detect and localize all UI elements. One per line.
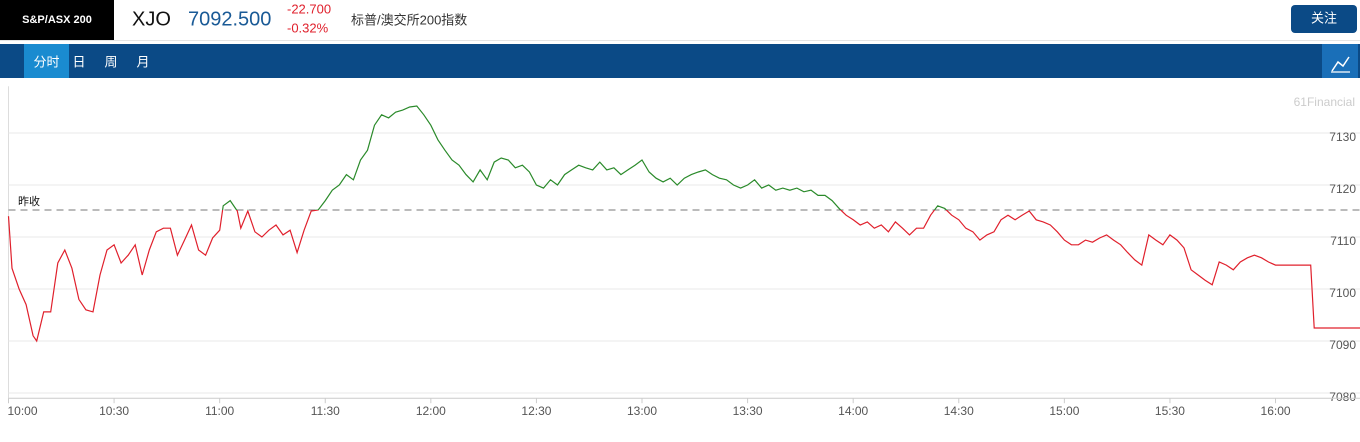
y-tick-label: 7090 (1329, 338, 1356, 352)
x-tick-label: 13:00 (627, 404, 657, 418)
watermark: 61Financial (1294, 95, 1355, 109)
x-tick-label: 15:30 (1155, 404, 1185, 418)
prev-close-label: 昨收 (18, 194, 40, 208)
x-tick-label: 11:30 (311, 404, 340, 418)
tab-bar (0, 44, 1360, 78)
tab[interactable]: 月 (136, 54, 149, 69)
x-tick-label: 13:30 (733, 404, 763, 418)
index-badge (0, 0, 114, 40)
follow-label[interactable]: 关注 (1311, 10, 1337, 25)
x-tick-label: 15:00 (1049, 404, 1079, 418)
symbol: XJO (132, 8, 171, 30)
y-tick-label: 7130 (1329, 130, 1356, 144)
tab[interactable]: 分时 (33, 54, 59, 69)
description: 标普/澳交所200指数 (351, 12, 467, 27)
y-tick-label: 7100 (1329, 286, 1356, 300)
x-tick-label: 14:30 (944, 404, 974, 418)
follow-button[interactable] (1291, 5, 1357, 33)
chart-icon[interactable] (1331, 56, 1350, 72)
x-tick-label: 12:00 (416, 404, 446, 418)
chart-type-button[interactable] (1322, 44, 1358, 78)
change: -22.700 (287, 1, 331, 16)
y-tick-label: 7080 (1329, 390, 1356, 404)
tab[interactable]: 日 (72, 54, 85, 69)
x-tick-label: 14:00 (838, 404, 868, 418)
price: 7092.500 (188, 8, 271, 30)
y-tick-label: 7120 (1329, 182, 1356, 196)
x-tick-label: 10:30 (99, 404, 129, 418)
x-tick-label: 11:00 (205, 404, 234, 418)
x-tick-label: 12:30 (521, 404, 551, 418)
change-pct: -0.32% (287, 20, 329, 35)
tab[interactable]: 周 (104, 54, 117, 69)
y-tick-label: 7110 (1330, 234, 1356, 248)
tab-active[interactable] (24, 44, 69, 78)
index-name: S&P/ASX 200 (22, 14, 92, 26)
x-tick-label: 10:00 (7, 404, 37, 418)
x-tick-label: 16:00 (1261, 404, 1291, 418)
price-line (7, 105, 1360, 343)
